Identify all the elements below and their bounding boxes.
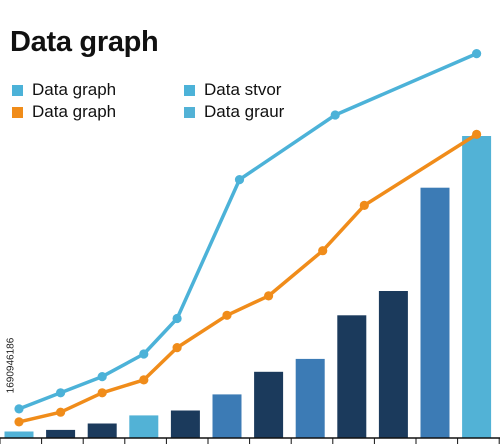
series-1-point-8 <box>472 49 482 59</box>
series-2-point-7 <box>264 291 274 301</box>
bar-11 <box>420 187 450 438</box>
bar-8 <box>295 358 325 438</box>
bar-4 <box>129 415 159 438</box>
legend-swatch-2 <box>12 106 23 118</box>
series-2-point-2 <box>56 407 66 417</box>
bar-7 <box>254 371 284 438</box>
legend-item-1: Data graph <box>12 80 116 100</box>
series-1-point-4 <box>139 349 149 359</box>
legend-label-1: Data graph <box>32 80 117 99</box>
bar-12 <box>462 136 492 438</box>
series-2-point-5 <box>172 343 182 353</box>
bar-2 <box>46 429 76 438</box>
series-1-point-1 <box>14 404 24 414</box>
chart-title: Data graph <box>10 26 159 58</box>
series-line-2 <box>17 132 479 424</box>
series-1-point-7 <box>330 110 340 120</box>
series-2-point-9 <box>359 200 369 210</box>
legend-label-3: Data stvor <box>204 80 282 99</box>
series-2-point-6 <box>222 310 232 320</box>
legend-swatch-1 <box>12 84 23 96</box>
bar-3 <box>87 423 117 438</box>
legend-label-4: Data graur <box>204 102 285 121</box>
series-1-point-2 <box>56 388 66 398</box>
bar-1 <box>4 431 34 438</box>
series-line-1 <box>17 51 479 411</box>
bar-5 <box>170 410 200 438</box>
series-2-point-3 <box>97 388 107 398</box>
legend-item-3: Data stvor <box>184 80 281 100</box>
legend-swatch-3 <box>184 84 195 96</box>
legend-item-4: Data graur <box>184 102 284 122</box>
series-2-point-10 <box>472 129 482 139</box>
series-1-point-6 <box>234 175 245 185</box>
side-id-text: 1690946186 <box>5 337 17 394</box>
series-2-point-4 <box>139 375 149 385</box>
bar-9 <box>337 315 367 438</box>
bar-6 <box>212 394 242 438</box>
series-1-point-5 <box>172 313 182 324</box>
series-2-point-8 <box>318 246 328 256</box>
series-1-point-3 <box>97 372 107 382</box>
bar-10 <box>378 291 408 438</box>
legend-label-2: Data graph <box>32 102 117 121</box>
series-2-point-1 <box>14 417 24 427</box>
legend-item-2: Data graph <box>12 102 116 122</box>
legend-swatch-4 <box>184 106 195 118</box>
